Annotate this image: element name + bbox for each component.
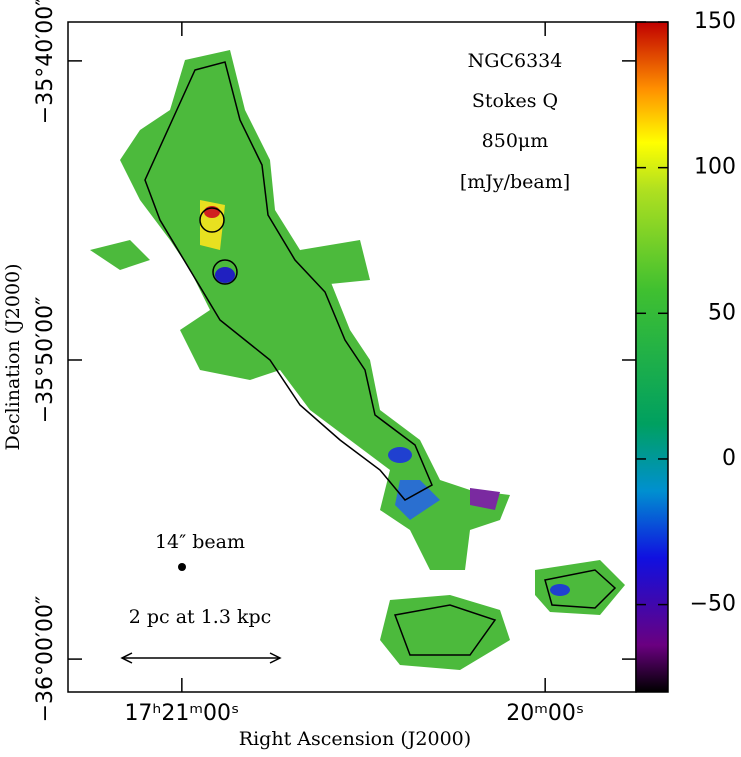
- annotation: NGC6334: [468, 50, 563, 72]
- x-tick-label: 17ʰ21ᵐ00ˢ: [124, 701, 239, 726]
- annotation: Stokes Q: [472, 90, 558, 112]
- beam: [178, 563, 186, 571]
- annotation: [mJy/beam]: [460, 171, 570, 193]
- colorbar-tick-label: 100: [694, 155, 736, 180]
- y-tick-label: −35°40′00″: [33, 0, 58, 124]
- colorbar-tick-label: 0: [722, 446, 736, 471]
- y-axis-label: Declination (J2000): [2, 263, 24, 450]
- annotation: 850μm: [482, 130, 549, 152]
- colorbar-tick-label: 150: [694, 9, 736, 34]
- x-tick-label: 20ᵐ00ˢ: [506, 701, 584, 726]
- colorbar: [635, 21, 669, 693]
- beam-label: 14″ beam: [155, 531, 245, 553]
- y-tick-label: −35°50′00″: [33, 297, 58, 424]
- x-axis-label: Right Ascension (J2000): [239, 728, 471, 750]
- emission-map: [90, 50, 625, 670]
- scale-label: 2 pc at 1.3 kpc: [129, 606, 272, 628]
- scale-bar: [120, 652, 282, 664]
- colorbar-tick-label: 50: [708, 300, 736, 325]
- y-tick-label: −36°00′00″: [33, 596, 58, 723]
- colorbar-tick-label: −50: [690, 592, 736, 617]
